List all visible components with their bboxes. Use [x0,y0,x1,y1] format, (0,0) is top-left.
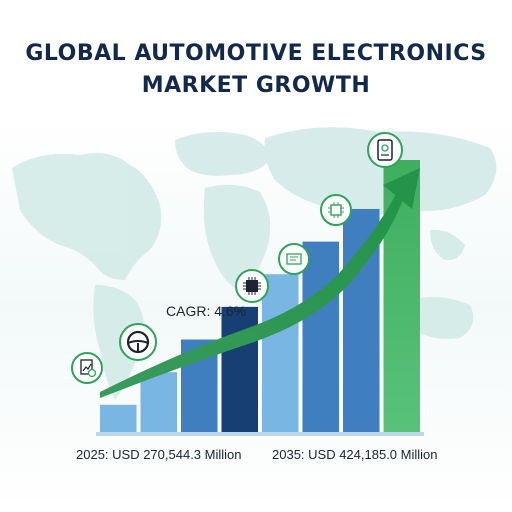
bar-6 [302,241,339,432]
chart-title: GLOBAL AUTOMOTIVE ELECTRONICS MARKET GRO… [0,38,512,102]
tablet-dashboard-icon [367,132,403,168]
bar-1 [100,404,137,432]
chart-title-line-2: MARKET GROWTH [141,73,371,98]
bar-final [383,160,420,432]
document-chart-icon [71,352,103,384]
world-map-background [12,127,497,400]
steering-wheel-icon [119,323,157,361]
end-value-label: 2035: USD 424,185.0 Million [272,447,438,462]
growth-arrow-head [383,168,420,209]
chip-icon [320,194,352,226]
microchip-icon [235,269,269,303]
baseline [96,432,424,436]
growth-arrow [100,168,420,398]
bar-4 [221,306,258,432]
growth-arrow-body [100,190,405,398]
chart-title-line-1: GLOBAL AUTOMOTIVE ELECTRONICS [25,41,487,66]
start-value-label: 2025: USD 270,544.3 Million [76,447,242,462]
bar-2 [140,372,177,432]
bar-5 [262,274,299,432]
cagr-annotation: CAGR: 4.6% [166,303,247,319]
circuit-board-icon [278,243,310,275]
